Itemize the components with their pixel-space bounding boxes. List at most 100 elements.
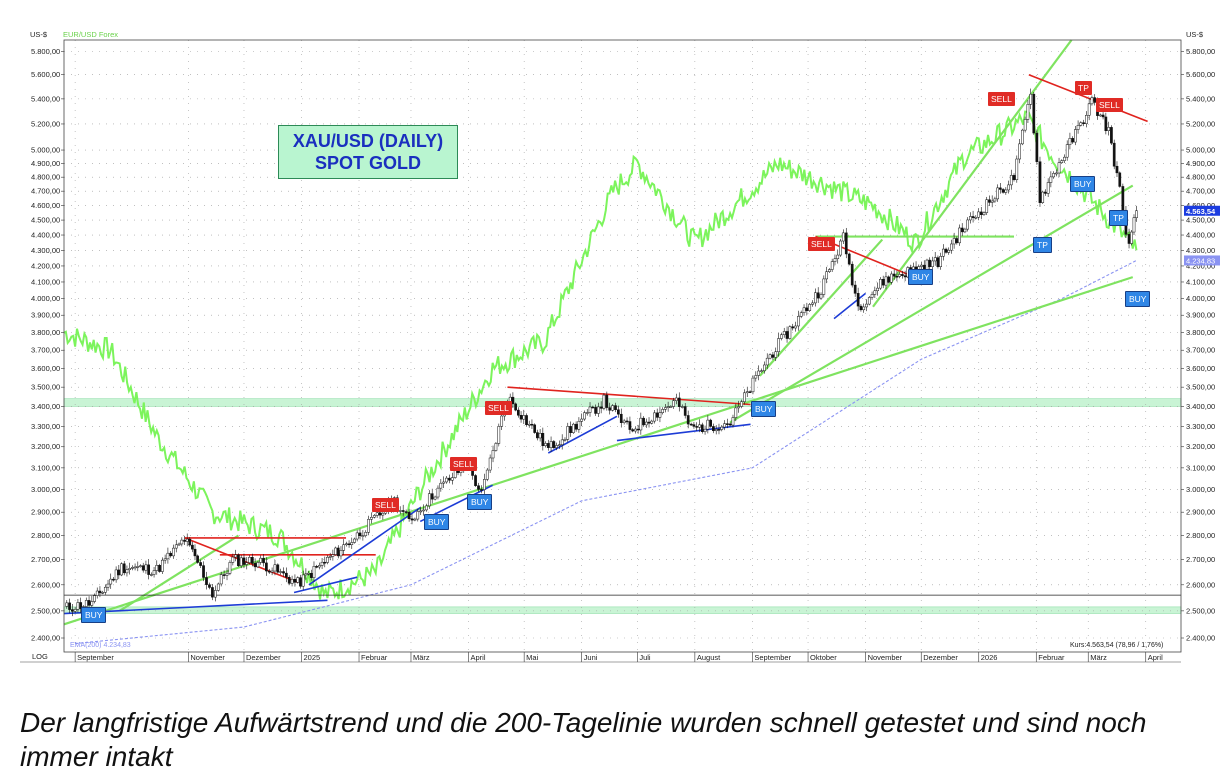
candle-body (370, 517, 373, 520)
candle-body (522, 415, 526, 420)
candle-body (1121, 186, 1125, 211)
candle-body (128, 568, 132, 570)
candle-body (952, 238, 956, 245)
blue-trendline (616, 423, 751, 442)
candle-body (677, 397, 681, 407)
y-tick-label-left: 2.500,00 (31, 606, 60, 615)
candle-body (859, 305, 863, 311)
candle-body (527, 423, 531, 426)
candle-body (425, 505, 428, 511)
tp-blue-signal-label: TP (1109, 210, 1128, 226)
candle-body (728, 423, 732, 426)
candle-body (234, 554, 237, 558)
candle-body (287, 577, 291, 584)
candle-body (1065, 144, 1069, 158)
candle-body (552, 441, 556, 448)
candle-body (884, 276, 888, 286)
chart-subtitle: SPOT GOLD (314, 153, 421, 173)
candle-body (1038, 161, 1042, 203)
candle-body (188, 538, 192, 546)
candle-body (538, 433, 542, 439)
candle-body (890, 273, 893, 283)
candle-body (939, 256, 942, 267)
candle-body (850, 263, 854, 286)
sell-signal-label: SELL (808, 237, 835, 251)
candle-body (754, 375, 758, 379)
candle-body (588, 406, 592, 413)
y-tick-label-left: 2.400,00 (31, 634, 60, 643)
green-trendline (729, 184, 1134, 424)
candle-body (375, 512, 379, 516)
candle-body (636, 428, 640, 431)
candle-body (139, 565, 142, 567)
y-tick-label-right: 4.200,00 (1186, 261, 1215, 270)
y-tick-label-right: 5.200,00 (1186, 119, 1215, 128)
candle-body (808, 304, 812, 311)
y-tick-label-left: 5.400,00 (31, 94, 60, 103)
last-price-label: 4.563,54 (1186, 207, 1216, 216)
candle-body (825, 271, 828, 280)
candle-body (1130, 231, 1133, 244)
candle-body (797, 316, 800, 327)
candle-body (822, 278, 826, 295)
candle-body (1054, 172, 1058, 175)
candle-body (169, 552, 173, 557)
candle-body (706, 419, 710, 430)
candle-body (1071, 138, 1074, 143)
candle-body (381, 512, 385, 516)
candle-body (208, 584, 211, 588)
eurusd-line (63, 110, 1138, 600)
sell-signal-label: SELL (988, 92, 1015, 106)
buy-signal-label: BUY (908, 269, 934, 285)
candle-body (109, 578, 113, 585)
candle-body (350, 542, 354, 545)
y-tick-label-right: 3.900,00 (1186, 311, 1215, 320)
sell-signal-label: SELL (372, 498, 399, 512)
candle-body (339, 550, 343, 557)
buy-signal-label: BUY (1125, 291, 1151, 307)
candle-body (1118, 172, 1122, 187)
candle-body (791, 326, 795, 329)
ema-legend: EMA(200) 4.234,83 (70, 642, 131, 649)
candle-body (977, 211, 980, 218)
candle-body (757, 370, 761, 376)
candle-body (1079, 122, 1083, 126)
candle-body (805, 307, 809, 311)
y-tick-label-right: 3.500,00 (1186, 383, 1215, 392)
y-tick-label-right: 3.300,00 (1186, 422, 1215, 431)
candle-body (574, 423, 578, 430)
candle-body (661, 409, 665, 413)
candle-body (101, 592, 104, 594)
y-tick-label-left: 3.800,00 (31, 328, 60, 337)
candle-body (296, 577, 300, 583)
buy-signal-label: BUY (424, 514, 450, 530)
candle-body (514, 403, 517, 411)
sell-signal-label: SELL (485, 401, 512, 415)
candle-body (353, 538, 356, 543)
y-tick-label-left: 3.600,00 (31, 364, 60, 373)
buy-signal-label: BUY (751, 401, 777, 417)
candle-body (1098, 114, 1102, 117)
candle-body (689, 423, 693, 426)
candle-body (320, 561, 324, 566)
candle-body (941, 248, 945, 257)
candle-body (602, 394, 606, 409)
y-tick-label-left: 2.700,00 (31, 555, 60, 564)
candle-body (625, 420, 629, 423)
candle-body (876, 287, 879, 292)
candle-body (988, 199, 991, 203)
red-trendline (507, 386, 751, 406)
candle-body (378, 512, 382, 516)
candle-body (480, 489, 483, 491)
candle-body (345, 543, 348, 546)
candle-body (222, 574, 226, 576)
candle-body (1068, 138, 1072, 145)
x-tick-label: September (77, 653, 114, 662)
candle-body (1115, 165, 1119, 174)
y-tick-label-right: 5.000,00 (1186, 146, 1215, 155)
candle-body (563, 439, 567, 441)
candle-body (717, 429, 721, 431)
candle-body (1090, 97, 1094, 105)
candle-body (614, 405, 617, 411)
candle-body (98, 590, 102, 594)
